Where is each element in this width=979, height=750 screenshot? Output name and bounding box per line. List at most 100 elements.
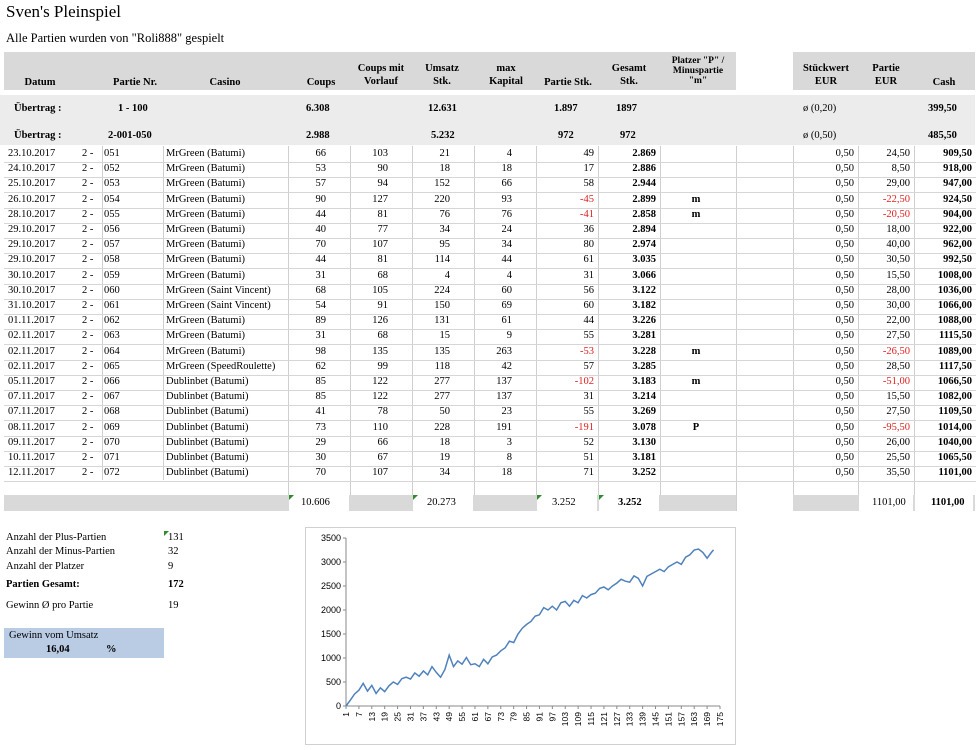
cell-max: 34 — [501, 239, 513, 251]
cell-eur: 25,50 — [886, 452, 910, 463]
totals-gesamt: 3.252 — [618, 497, 642, 508]
grid-vline — [914, 146, 915, 511]
cell-pre: 2 - — [82, 345, 94, 357]
totals-coups-cell — [289, 495, 349, 511]
table-row: 30.10.2017 2 - 060 MrGreen (Saint Vincent) 6… — [0, 284, 979, 300]
cell-umsatz: 95 — [439, 239, 451, 251]
cell-nr: 071 — [104, 452, 120, 463]
row-divider — [4, 207, 976, 209]
x-tick-label: 163 — [689, 712, 699, 726]
cell-max: 3 — [506, 436, 512, 448]
cell-vorlauf: 77 — [377, 224, 389, 235]
x-tick-label: 13 — [367, 712, 377, 722]
cell-eur: 27,50 — [886, 330, 910, 342]
x-tick-label: 127 — [612, 712, 622, 726]
cell-datum: 02.11.2017 — [8, 345, 55, 357]
uebertrag-1-umsatz: 12.631 — [428, 103, 457, 114]
totals-eur: 1101,00 — [872, 497, 906, 508]
cell-datum: 24.10.2017 — [8, 163, 56, 175]
cell-pre: 2 - — [82, 406, 94, 418]
cell-partie: 31 — [583, 391, 595, 403]
cell-coups: 68 — [315, 284, 327, 296]
cell-sw: 0,50 — [835, 330, 854, 342]
cell-umsatz: 277 — [434, 391, 450, 403]
table-row: 12.11.2017 2 - 072 Dublinbet (Batumi) 70 107 3… — [0, 466, 979, 483]
cell-vorlauf: 103 — [372, 148, 388, 159]
cell-pre: 2 - — [82, 391, 94, 403]
row-divider — [4, 359, 976, 361]
cell-vorlauf: 110 — [372, 421, 388, 433]
cell-gesamt: 2.886 — [632, 163, 656, 175]
uebertrag-1-stueck: ø (0,20) — [803, 103, 837, 114]
cell-flag: m — [691, 193, 701, 205]
cell-vorlauf: 78 — [377, 406, 389, 418]
cell-sw: 0,50 — [835, 148, 854, 159]
cell-umsatz: 18 — [439, 436, 451, 448]
cell-vorlauf: 91 — [377, 300, 389, 311]
x-tick-label: 49 — [444, 712, 454, 722]
table-row: 05.11.2017 2 - 066 Dublinbet (Batumi) 85 122 2… — [0, 375, 979, 391]
table-row: 24.10.2017 2 - 052 MrGreen (Batumi) 53 90 18 18… — [0, 162, 979, 179]
header-band-right — [793, 52, 975, 90]
cell-cash: 1088,00 — [937, 315, 972, 327]
cell-partie: -191 — [574, 421, 594, 433]
cell-sw: 0,50 — [835, 224, 854, 235]
x-tick-label: 19 — [380, 712, 390, 722]
cell-nr: 062 — [104, 315, 120, 327]
cell-partie: 57 — [583, 360, 595, 372]
cell-partie: -45 — [580, 193, 594, 205]
cell-vorlauf: 81 — [377, 254, 389, 266]
page-subtitle: Alle Partien wurden von "Roli888" gespie… — [6, 31, 225, 45]
cell-nr: 054 — [104, 193, 120, 205]
cell-gesamt: 3.281 — [632, 330, 656, 342]
stat-platzer-value: 9 — [168, 561, 174, 572]
cell-datum: 30.10.2017 — [8, 269, 56, 281]
cell-cash: 1082,00 — [937, 391, 972, 403]
cell-partie: 17 — [583, 163, 595, 175]
cell-eur: 18,00 — [886, 224, 910, 235]
cell-eur: 15,50 — [886, 269, 910, 281]
cell-datum: 02.11.2017 — [8, 360, 55, 372]
cell-partie: 51 — [583, 452, 595, 463]
cell-gesamt: 3.269 — [632, 406, 656, 418]
cell-cash: 1089,00 — [937, 345, 972, 357]
row-divider — [4, 298, 976, 300]
cell-max: 23 — [501, 406, 513, 418]
cell-max: 60 — [501, 284, 513, 296]
cell-max: 66 — [501, 178, 513, 190]
x-tick-label: 37 — [418, 712, 428, 722]
cell-max: 9 — [506, 330, 512, 342]
header-platzer-line3: "m" — [688, 76, 708, 86]
header-partie-eur-line1: Partie — [872, 63, 900, 74]
header-datum: Datum — [24, 77, 56, 88]
cell-eur: 30,50 — [886, 254, 910, 266]
cell-datum: 12.11.2017 — [8, 467, 55, 479]
cell-coups: 29 — [315, 436, 327, 448]
grid-vline — [102, 146, 103, 480]
cell-casino: MrGreen (Batumi) — [166, 208, 246, 220]
row-divider — [4, 374, 976, 376]
totals-partie: 3.252 — [552, 497, 576, 508]
cell-nr: 069 — [104, 421, 120, 433]
cell-sw: 0,50 — [835, 406, 854, 418]
cell-vorlauf: 99 — [377, 360, 389, 372]
cell-casino: MrGreen (Batumi) — [166, 239, 246, 251]
cell-casino: MrGreen (Batumi) — [166, 345, 246, 357]
cell-cash: 1040,00 — [937, 436, 972, 448]
cell-casino: Dublinbet (Batumi) — [166, 467, 249, 479]
cell-cash: 992,50 — [943, 254, 972, 266]
cell-max: 191 — [496, 421, 512, 433]
cell-eur: 27,50 — [886, 406, 910, 418]
cell-casino: MrGreen (SpeedRoulette) — [166, 360, 276, 372]
cell-partie: 52 — [583, 436, 595, 448]
grid-vline — [288, 146, 289, 511]
cell-sw: 0,50 — [835, 300, 854, 311]
cell-cash: 904,00 — [943, 208, 972, 220]
cell-gesamt: 2.899 — [632, 193, 656, 205]
cell-max: 24 — [501, 224, 513, 235]
stat-minus-value: 32 — [168, 546, 179, 557]
cell-eur: 24,50 — [886, 148, 910, 159]
cell-umsatz: 18 — [439, 163, 451, 175]
uebertrag-1-cash: 399,50 — [928, 103, 957, 114]
cell-datum: 02.11.2017 — [8, 330, 55, 342]
